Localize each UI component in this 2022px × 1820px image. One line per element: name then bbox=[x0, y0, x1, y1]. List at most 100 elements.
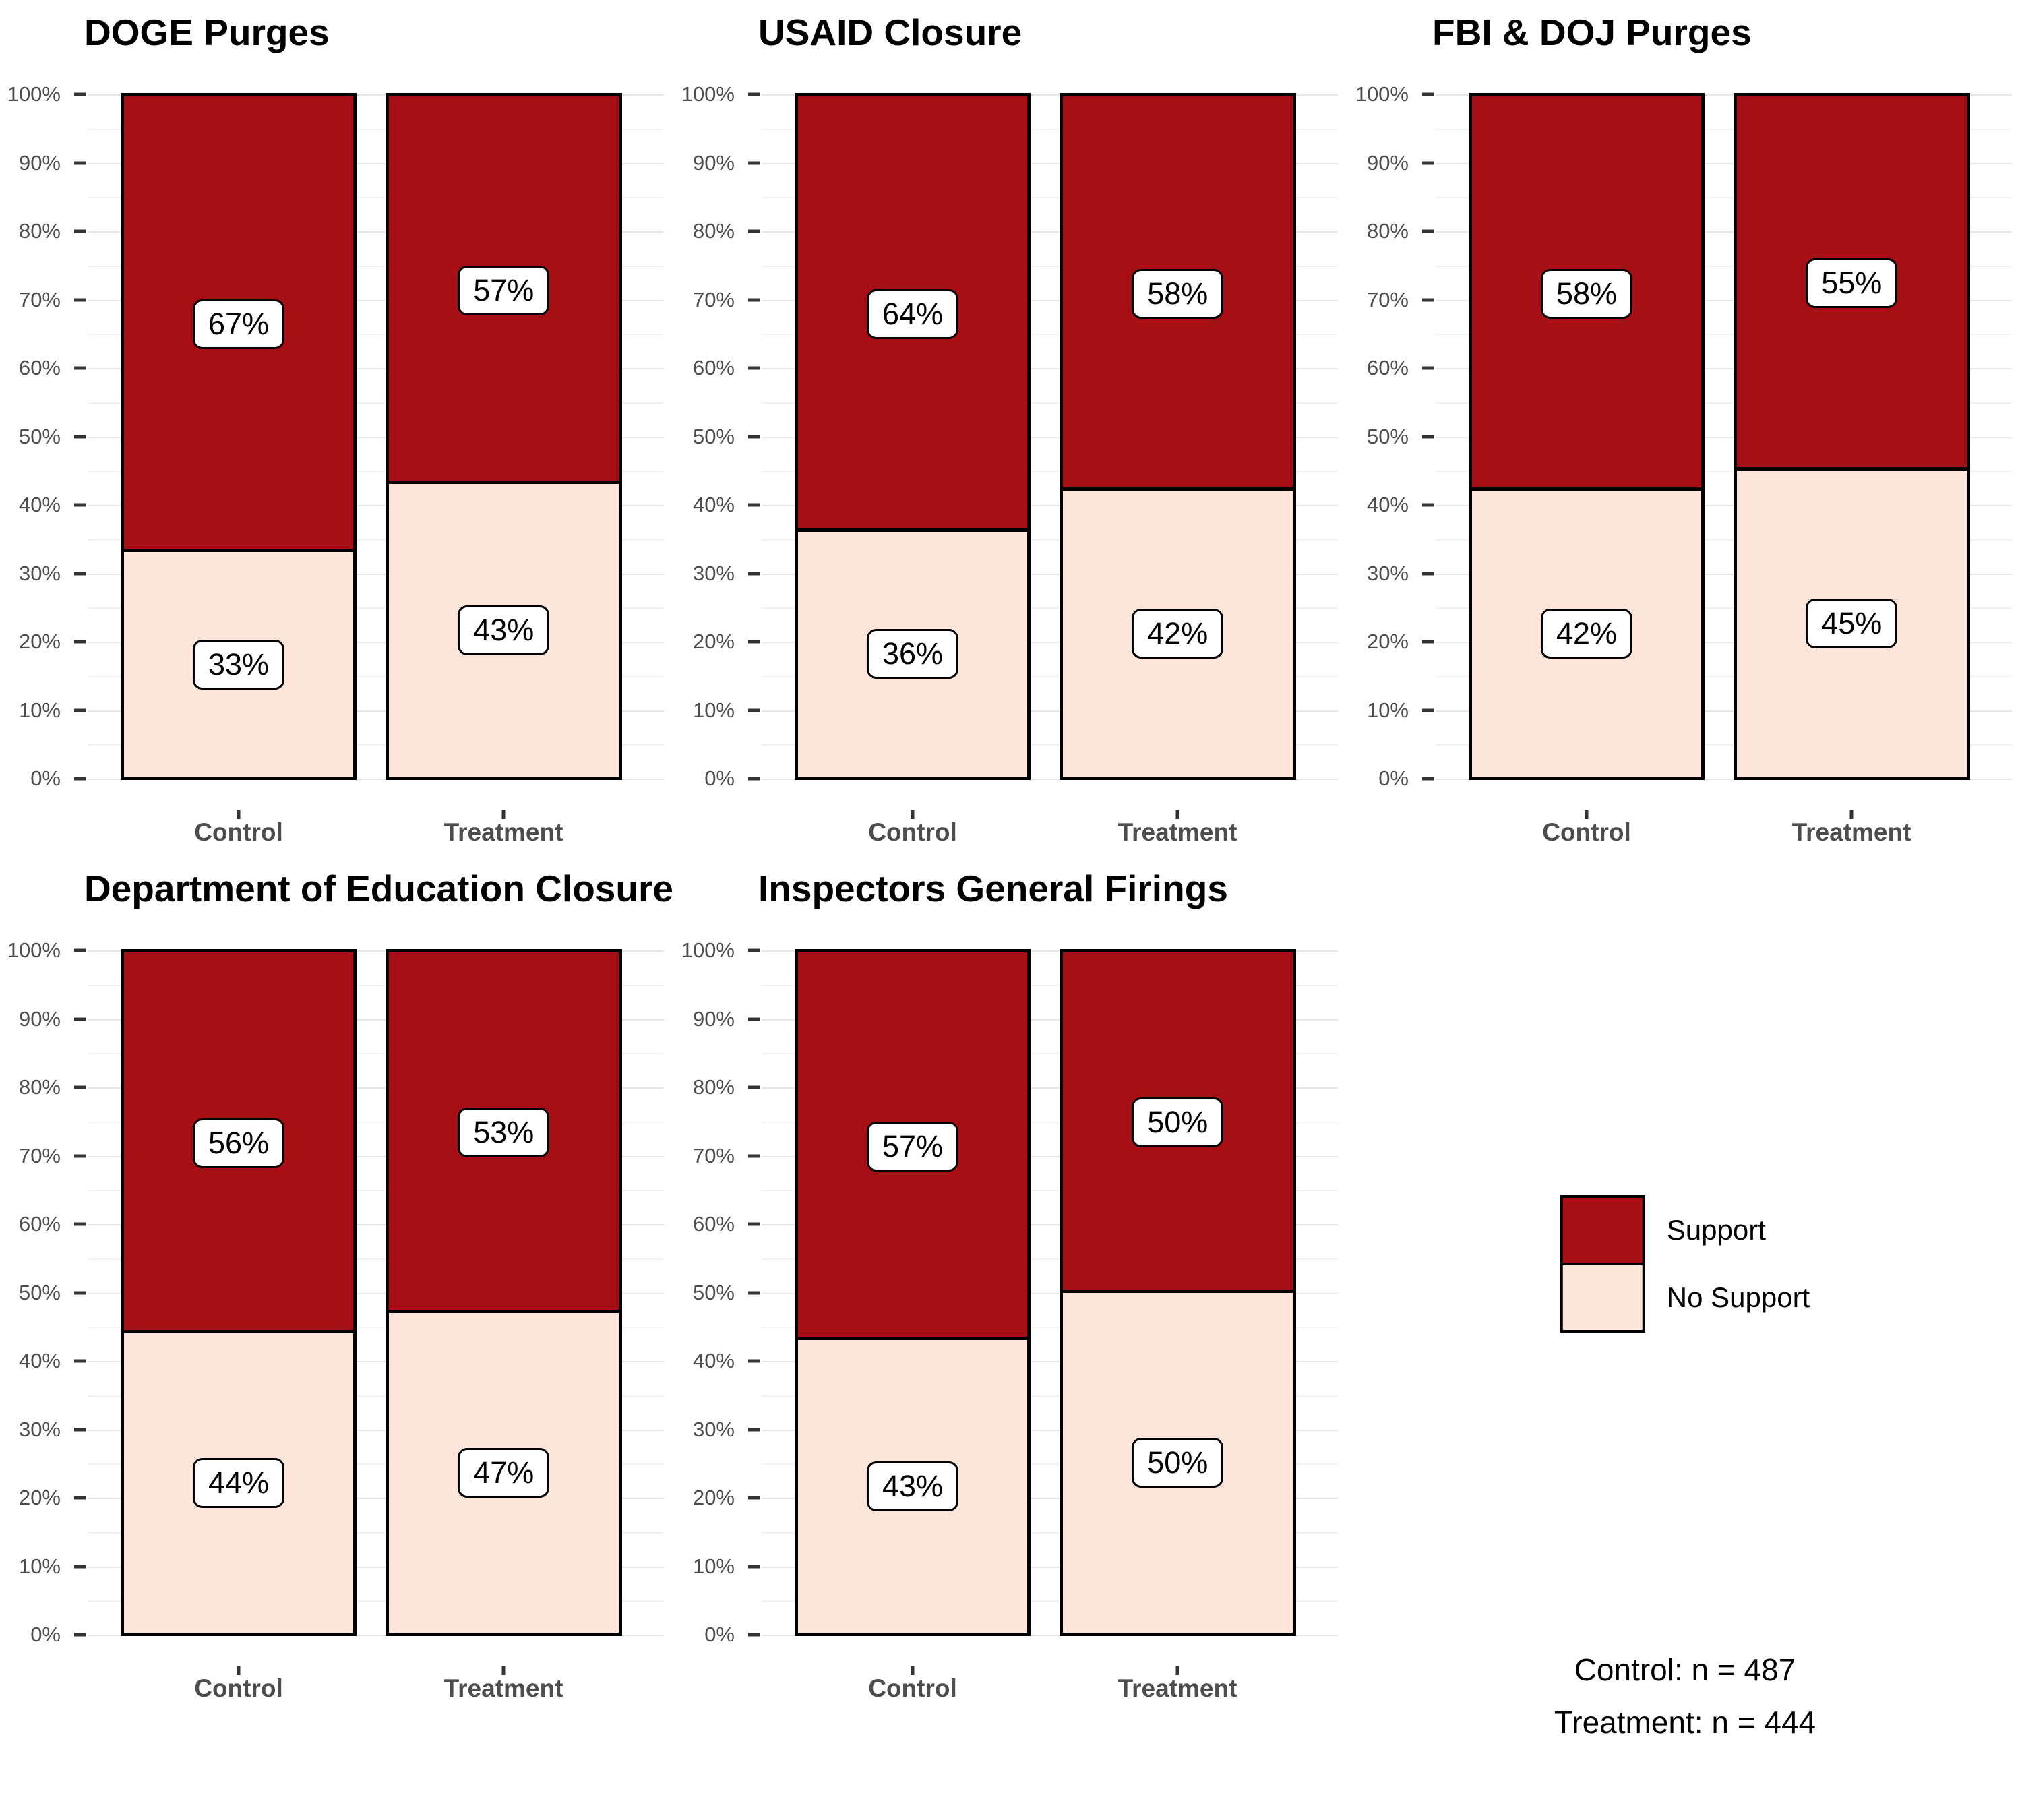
y-tick-label: 100% bbox=[681, 82, 735, 106]
y-tick-mark bbox=[74, 1291, 86, 1294]
y-tick-label: 80% bbox=[692, 1075, 735, 1099]
gridline bbox=[88, 710, 664, 712]
gridline bbox=[1436, 710, 2012, 712]
y-tick-mark bbox=[1422, 435, 1434, 438]
gridline bbox=[88, 1327, 664, 1329]
y-tick-label: 50% bbox=[18, 1280, 61, 1304]
gridline bbox=[88, 231, 664, 233]
panel-doge-purges: DOGE Purges 0% 10% 20% 30% 40% 50% 60% 70% 80% 90… bbox=[0, 0, 674, 856]
support-value-label: 56% bbox=[192, 1118, 285, 1168]
gridline bbox=[88, 1053, 664, 1055]
y-axis: 0% 10% 20% 30% 40% 50% 60% 70% 80% 90% 100% bbox=[674, 938, 762, 1646]
no-support-value-label: 50% bbox=[1132, 1437, 1224, 1488]
gridline bbox=[1436, 505, 2012, 506]
stacked-bar-treatment: 53% 47% bbox=[386, 949, 622, 1636]
gridline bbox=[88, 1155, 664, 1157]
x-tick-mark bbox=[1849, 810, 1854, 819]
y-tick-mark bbox=[74, 298, 86, 301]
gridline bbox=[762, 299, 1338, 301]
gridline bbox=[762, 1531, 1338, 1534]
gridline bbox=[88, 573, 664, 575]
y-tick-label: 70% bbox=[692, 287, 735, 311]
plot-area: 67% 33% 57% 43% bbox=[88, 63, 664, 810]
y-tick-label: 20% bbox=[692, 630, 735, 653]
y-tick-mark bbox=[1422, 298, 1434, 301]
y-tick-label: 100% bbox=[681, 938, 735, 962]
support-value-label: 57% bbox=[458, 265, 550, 315]
sample-size-note: Control: n = 487 Treatment: n = 444 bbox=[1348, 1643, 2022, 1749]
y-tick-mark bbox=[74, 435, 86, 438]
gridline bbox=[762, 1429, 1338, 1431]
panel-title: Inspectors General Firings bbox=[758, 868, 1228, 909]
gridline bbox=[762, 334, 1338, 336]
gridline bbox=[762, 1395, 1338, 1397]
support-value-label: 57% bbox=[866, 1121, 959, 1172]
gridline bbox=[88, 265, 664, 267]
gridline bbox=[762, 1600, 1338, 1602]
x-tick-label-treatment: Treatment bbox=[443, 818, 563, 846]
y-tick-mark bbox=[1422, 161, 1434, 164]
y-tick-label: 20% bbox=[18, 630, 61, 653]
y-tick-label: 90% bbox=[692, 1006, 735, 1031]
gridline bbox=[762, 1155, 1338, 1157]
legend-swatch-support bbox=[1560, 1195, 1645, 1265]
y-tick-label: 60% bbox=[18, 356, 61, 380]
gridline bbox=[762, 1463, 1338, 1465]
stacked-bar-treatment: 58% 42% bbox=[1060, 93, 1296, 780]
y-tick-mark bbox=[748, 1154, 760, 1157]
panel-title: USAID Closure bbox=[758, 11, 1022, 53]
y-tick-mark bbox=[74, 1222, 86, 1226]
panel-fbi-doj-purges: FBI & DOJ Purges 0% 10% 20% 30% 40% 50% 60% 70%… bbox=[1348, 0, 2022, 856]
y-tick-label: 40% bbox=[18, 493, 61, 516]
x-tick-label-control: Control bbox=[194, 818, 283, 846]
y-tick-mark bbox=[748, 572, 760, 575]
gridline bbox=[1436, 675, 2012, 677]
gridline bbox=[88, 744, 664, 746]
gridline bbox=[1436, 162, 2012, 164]
gridline bbox=[88, 1463, 664, 1465]
control-n-text: Control: n = 487 bbox=[1574, 1652, 1796, 1687]
y-tick-label: 70% bbox=[692, 1143, 735, 1167]
gridline bbox=[762, 402, 1338, 404]
gridline bbox=[762, 436, 1338, 438]
y-axis: 0% 10% 20% 30% 40% 50% 60% 70% 80% 90% 100% bbox=[1348, 82, 1436, 790]
y-tick-mark bbox=[74, 640, 86, 644]
y-tick-label: 0% bbox=[704, 766, 735, 790]
y-tick-mark bbox=[1422, 503, 1434, 507]
stacked-bar-control: 56% 44% bbox=[120, 949, 357, 1636]
gridline bbox=[762, 1566, 1338, 1568]
no-support-value-label: 43% bbox=[866, 1461, 959, 1512]
gridline bbox=[88, 642, 664, 643]
gridline bbox=[1436, 607, 2012, 609]
gridline bbox=[88, 299, 664, 301]
support-value-label: 58% bbox=[1540, 268, 1633, 319]
y-tick-label: 60% bbox=[18, 1212, 61, 1236]
panel-inspectors-general-firings: Inspectors General Firings 0% 10% 20% 30% 40… bbox=[674, 856, 1348, 1820]
y-tick-label: 50% bbox=[1366, 424, 1409, 448]
gridline bbox=[762, 505, 1338, 506]
panel-dept-education-closure: Department of Education Closure 0% 10% 20%… bbox=[0, 856, 674, 1820]
y-tick-mark bbox=[74, 1496, 86, 1500]
y-tick-label: 40% bbox=[692, 1349, 735, 1372]
y-tick-mark bbox=[74, 92, 86, 96]
y-tick-label: 90% bbox=[692, 150, 735, 175]
gridline bbox=[762, 368, 1338, 369]
stacked-bar-control: 64% 36% bbox=[794, 93, 1031, 780]
no-support-value-label: 36% bbox=[866, 629, 959, 679]
gridline bbox=[88, 1087, 664, 1089]
y-tick-label: 20% bbox=[18, 1486, 61, 1509]
gridline bbox=[762, 1498, 1338, 1499]
gridline bbox=[1436, 402, 2012, 404]
gridline bbox=[88, 1531, 664, 1534]
y-tick-label: 40% bbox=[18, 1349, 61, 1372]
gridline bbox=[88, 1121, 664, 1123]
gridline bbox=[762, 539, 1338, 541]
y-tick-mark bbox=[74, 1565, 86, 1568]
gridline bbox=[88, 334, 664, 336]
gridline bbox=[88, 505, 664, 506]
y-tick-label: 10% bbox=[18, 1554, 61, 1578]
gridline bbox=[88, 607, 664, 609]
gridline bbox=[1436, 744, 2012, 746]
y-tick-label: 80% bbox=[18, 219, 61, 243]
